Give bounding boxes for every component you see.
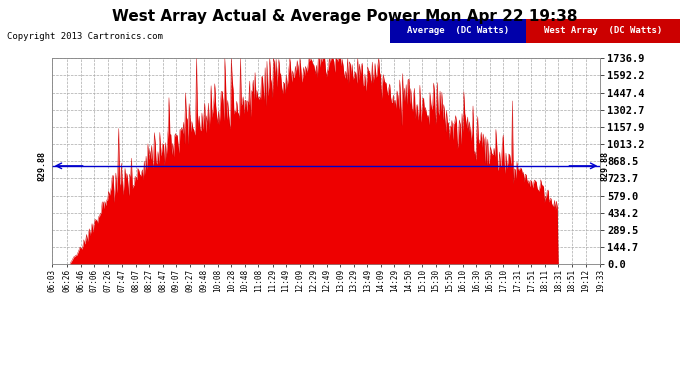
Text: West Array Actual & Average Power Mon Apr 22 19:38: West Array Actual & Average Power Mon Ap… [112,9,578,24]
Text: 829.88: 829.88 [37,151,46,181]
Text: West Array  (DC Watts): West Array (DC Watts) [544,26,662,36]
Text: 829.88: 829.88 [600,151,609,181]
Bar [526,19,680,43]
Text: Average  (DC Watts): Average (DC Watts) [407,26,509,36]
Text: Copyright 2013 Cartronics.com: Copyright 2013 Cartronics.com [7,32,163,41]
Bar [390,19,526,43]
